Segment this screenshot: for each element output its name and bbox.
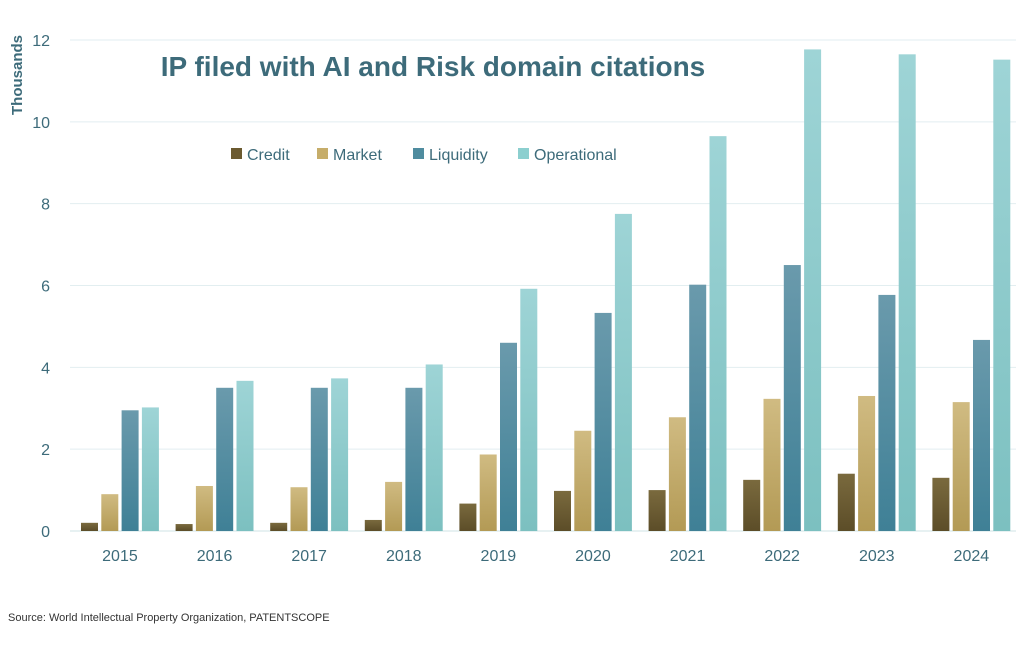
bar-liquidity-2024 [973,339,990,531]
bar-operational-2021 [709,136,727,531]
x-tick-label: 2017 [291,548,327,565]
y-tick-label: 10 [32,115,50,132]
legend: Credit Market Liquidity Operational [231,147,617,164]
bar-credit-2019 [459,503,477,531]
bar-operational-2024 [993,59,1011,531]
x-tick-label: 2021 [670,548,706,565]
bar-credit-2016 [175,524,193,531]
bar-credit-2021 [648,490,666,531]
x-tick-label: 2015 [102,548,138,565]
bar-operational-2019 [520,288,538,531]
bar-operational-2018 [425,364,443,531]
x-tick-label: 2018 [386,548,422,565]
bar-liquidity-2017 [310,387,328,531]
bar-credit-2017 [270,522,288,531]
bar-credit-2018 [364,519,382,531]
chart-title: IP filed with AI and Risk domain citatio… [161,51,706,82]
legend-swatch-market [317,148,328,159]
axes: 0 2 4 6 8 10 12 2015 2016 2017 2018 2019 2020 2021 202… [32,33,989,565]
y-tick-label: 8 [41,197,50,214]
bar-market-2019 [479,454,497,531]
bars [81,49,1011,532]
bar-market-2021 [668,417,686,531]
bar-operational-2017 [331,378,349,531]
x-tick-label: 2020 [575,548,611,565]
source-note: Source: World Intellectual Property Orga… [8,612,330,624]
bar-operational-2020 [614,213,632,532]
bar-liquidity-2015 [121,410,139,531]
bar-operational-2015 [141,407,159,531]
bar-credit-2022 [743,479,761,531]
bar-market-2020 [574,430,592,531]
bar-market-2015 [101,494,119,531]
bar-liquidity-2020 [594,312,612,531]
legend-swatch-operational [518,148,529,159]
bar-credit-2023 [837,473,855,531]
y-tick-label: 0 [41,524,50,541]
x-tick-label: 2019 [481,548,517,565]
x-tick-label: 2024 [954,548,990,565]
y-tick-label: 2 [41,442,50,459]
bar-market-2018 [385,481,403,531]
bar-operational-2023 [898,54,916,532]
bar-liquidity-2016 [216,387,234,531]
bar-credit-2020 [554,490,571,531]
bar-credit-2015 [81,522,98,531]
y-tick-label: 6 [41,279,50,296]
legend-label-market: Market [333,147,382,164]
legend-label-liquidity: Liquidity [429,147,488,164]
bar-credit-2024 [932,477,950,531]
bar-liquidity-2023 [878,294,896,531]
legend-label-operational: Operational [534,147,617,164]
x-tick-label: 2016 [197,548,233,565]
y-axis-label: Thousands [9,35,26,115]
bar-chart: 0 2 4 6 8 10 12 2015 2016 2017 2018 2019 2020 2021 202… [9,33,1016,565]
legend-swatch-liquidity [413,148,424,159]
x-tick-label: 2023 [859,548,895,565]
y-tick-label: 12 [32,33,50,50]
bar-liquidity-2019 [500,342,517,531]
bar-market-2023 [858,395,876,531]
bar-market-2022 [763,398,781,531]
bar-operational-2016 [236,380,254,531]
bar-liquidity-2022 [783,265,801,531]
bar-market-2024 [952,402,970,531]
bar-market-2017 [290,487,308,531]
y-tick-label: 4 [41,360,50,377]
x-tick-label: 2022 [764,548,800,565]
bar-liquidity-2018 [405,387,423,531]
bar-market-2016 [195,485,213,531]
bar-liquidity-2021 [689,284,707,531]
legend-swatch-credit [231,148,242,159]
bar-operational-2022 [804,49,822,532]
legend-label-credit: Credit [247,147,290,164]
